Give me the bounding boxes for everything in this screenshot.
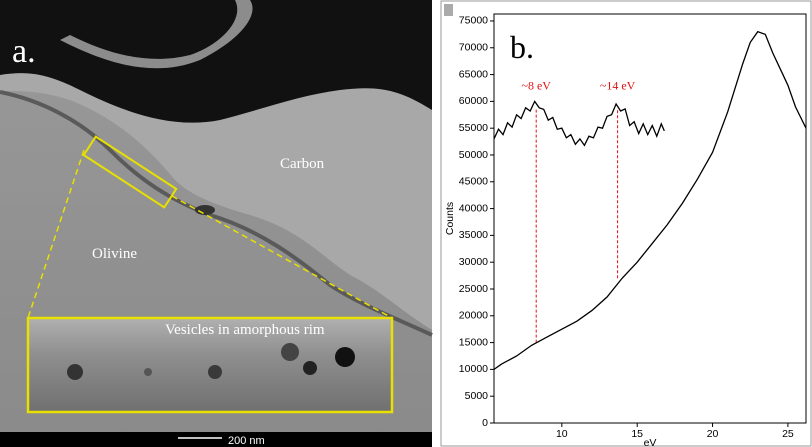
x-axis-label: eV xyxy=(644,437,657,447)
vesicle xyxy=(144,368,152,376)
panel-label: a. xyxy=(12,33,36,70)
region-label: Olivine xyxy=(92,246,137,262)
data-line xyxy=(493,100,665,147)
x-tick-label: 25 xyxy=(782,428,794,440)
y-tick-label: 20000 xyxy=(459,310,488,322)
zoom-line xyxy=(171,195,393,319)
y-tick-label: 15000 xyxy=(459,336,488,348)
y-tick-label: 70000 xyxy=(459,42,488,54)
y-tick-label: 0 xyxy=(482,417,488,429)
y-tick-label: 45000 xyxy=(459,176,488,188)
carbon-fold xyxy=(60,0,253,69)
handle xyxy=(444,4,453,16)
tem-image: a. Carbon Olivine Vesicles in amorphous … xyxy=(0,0,433,447)
plot-frame xyxy=(493,13,807,424)
y-tick-label: 65000 xyxy=(459,68,488,80)
reference-label: ~14 eV xyxy=(600,78,636,92)
inset xyxy=(26,316,394,414)
y-tick-label: 60000 xyxy=(459,95,488,107)
panel-label: b. xyxy=(510,29,534,65)
vesicle xyxy=(281,343,299,361)
selection-box xyxy=(82,135,178,209)
y-tick-label: 10000 xyxy=(459,363,488,375)
scale-label: 200 nm xyxy=(228,435,265,447)
chart-panel xyxy=(440,0,812,447)
vesicle xyxy=(208,365,222,379)
x-tick-label: 20 xyxy=(707,428,719,440)
vesicle xyxy=(195,205,215,215)
vesicle xyxy=(303,361,317,375)
rim xyxy=(0,90,433,337)
y-axis-label: Counts xyxy=(444,202,456,235)
void-region xyxy=(0,0,432,123)
chart: 0 5000 10000 15000 20000 25000 30000 35000 40000… xyxy=(444,13,807,447)
data-line xyxy=(493,30,807,370)
reference-label: ~8 eV xyxy=(521,78,551,92)
region-label: Carbon xyxy=(280,156,325,172)
y-tick-label: 35000 xyxy=(459,229,488,241)
x-tick-label: 15 xyxy=(631,428,643,440)
y-tick-label: 30000 xyxy=(459,256,488,268)
inset-caption: Vesicles in amorphous rim xyxy=(165,322,325,338)
y-tick-label: 5000 xyxy=(465,390,489,402)
y-tick-label: 40000 xyxy=(459,202,488,214)
vesicle xyxy=(67,364,83,380)
y-tick-label: 75000 xyxy=(459,15,488,27)
y-tick-label: 25000 xyxy=(459,283,488,295)
x-tick-label: 10 xyxy=(556,428,568,440)
y-tick-label: 55000 xyxy=(459,122,488,134)
y-tick-label: 50000 xyxy=(459,149,488,161)
scale-strip xyxy=(0,432,432,447)
vesicle xyxy=(335,347,355,367)
